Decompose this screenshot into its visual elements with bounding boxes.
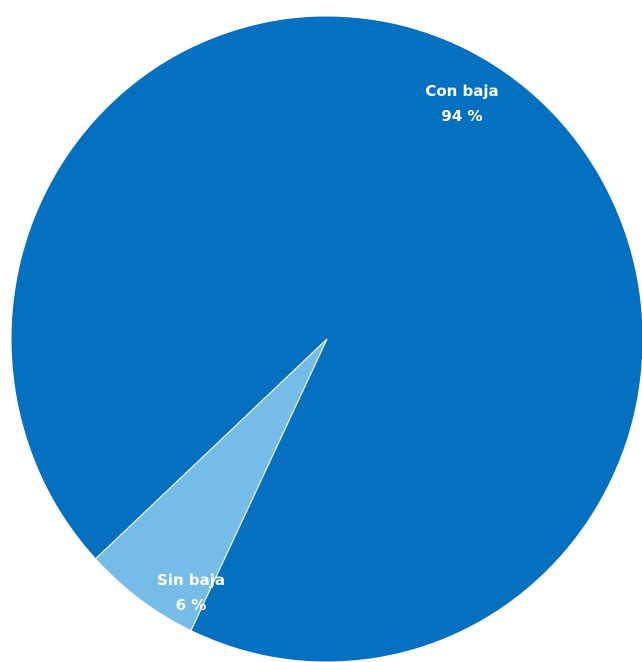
pie-slice-sin-baja [94, 338, 328, 632]
pie-slices [10, 15, 642, 662]
slice-label-con-baja-name: Con baja [425, 82, 498, 100]
slice-label-con-baja-value: 94 % [441, 107, 482, 125]
pie-labels: Con baja 94 % Sin baja 6 % [157, 82, 499, 614]
slice-label-sin-baja-name: Sin baja [157, 571, 225, 589]
slice-label-sin-baja-value: 6 % [176, 596, 207, 614]
